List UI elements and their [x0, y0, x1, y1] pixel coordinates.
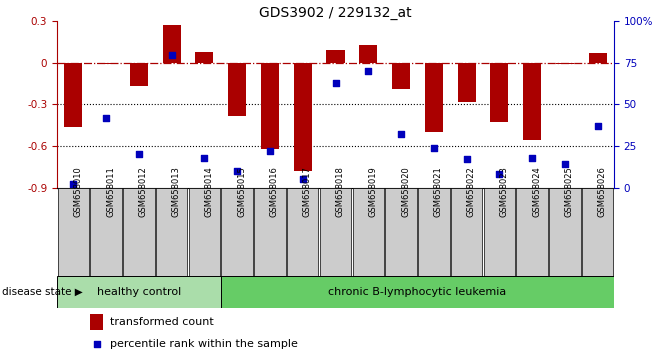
Bar [491, 63, 509, 122]
Point [101, 115, 111, 121]
Text: GSM658026: GSM658026 [598, 166, 607, 217]
Point [68, 182, 79, 187]
Bar [523, 63, 541, 141]
Bar [359, 45, 377, 63]
Point [560, 161, 570, 167]
Text: GSM658018: GSM658018 [336, 166, 344, 217]
Text: GSM658011: GSM658011 [106, 166, 115, 217]
Bar [549, 188, 580, 276]
Bar [287, 188, 319, 276]
Bar [385, 188, 417, 276]
Point [428, 145, 439, 150]
Text: disease state ▶: disease state ▶ [2, 287, 83, 297]
Bar [91, 188, 122, 276]
Bar [57, 276, 221, 308]
Bar [556, 63, 574, 64]
Bar [91, 314, 103, 330]
Text: GSM658010: GSM658010 [73, 166, 83, 217]
Bar [254, 188, 286, 276]
Point [199, 155, 210, 160]
Text: GSM658013: GSM658013 [172, 166, 180, 217]
Bar [582, 188, 613, 276]
Text: GSM658020: GSM658020 [401, 166, 410, 217]
Bar [517, 188, 548, 276]
Bar [458, 63, 476, 102]
Bar [130, 63, 148, 86]
Bar [588, 53, 607, 63]
Text: GSM658015: GSM658015 [238, 166, 246, 217]
Point [330, 80, 341, 86]
Point [363, 68, 374, 74]
Bar [327, 50, 344, 63]
Text: GSM658021: GSM658021 [433, 166, 443, 217]
Bar [195, 52, 213, 63]
Point [232, 168, 243, 174]
Text: transformed count: transformed count [110, 317, 213, 327]
Bar [221, 276, 614, 308]
Point [461, 156, 472, 162]
Bar [221, 188, 253, 276]
Bar [451, 188, 482, 276]
Bar [418, 188, 450, 276]
Point [297, 177, 308, 182]
Bar [123, 188, 154, 276]
Text: GSM658019: GSM658019 [368, 166, 377, 217]
Point [592, 123, 603, 129]
Text: chronic B-lymphocytic leukemia: chronic B-lymphocytic leukemia [328, 287, 507, 297]
Text: GSM658024: GSM658024 [532, 166, 541, 217]
Point [494, 171, 505, 177]
Title: GDS3902 / 229132_at: GDS3902 / 229132_at [259, 6, 412, 20]
Text: GSM658016: GSM658016 [270, 166, 279, 217]
Bar [320, 188, 351, 276]
Bar [261, 63, 279, 149]
Text: GSM658017: GSM658017 [303, 166, 312, 217]
Bar [425, 63, 443, 132]
Bar [228, 63, 246, 115]
Text: GSM658022: GSM658022 [466, 166, 476, 217]
Bar [392, 63, 410, 89]
Bar [156, 188, 187, 276]
Text: GSM658025: GSM658025 [565, 166, 574, 217]
Point [91, 341, 102, 347]
Bar [162, 25, 180, 63]
Text: GSM658014: GSM658014 [205, 166, 213, 217]
Text: healthy control: healthy control [97, 287, 181, 297]
Bar [64, 63, 83, 127]
Bar [189, 188, 220, 276]
Bar [294, 63, 312, 171]
Bar [352, 188, 384, 276]
Point [134, 152, 144, 157]
Text: percentile rank within the sample: percentile rank within the sample [110, 339, 298, 349]
Point [396, 132, 407, 137]
Text: GSM658012: GSM658012 [139, 166, 148, 217]
Bar [97, 63, 115, 64]
Bar [484, 188, 515, 276]
Point [166, 52, 177, 57]
Bar [58, 188, 89, 276]
Text: GSM658023: GSM658023 [499, 166, 509, 217]
Point [527, 155, 537, 160]
Point [264, 148, 275, 154]
